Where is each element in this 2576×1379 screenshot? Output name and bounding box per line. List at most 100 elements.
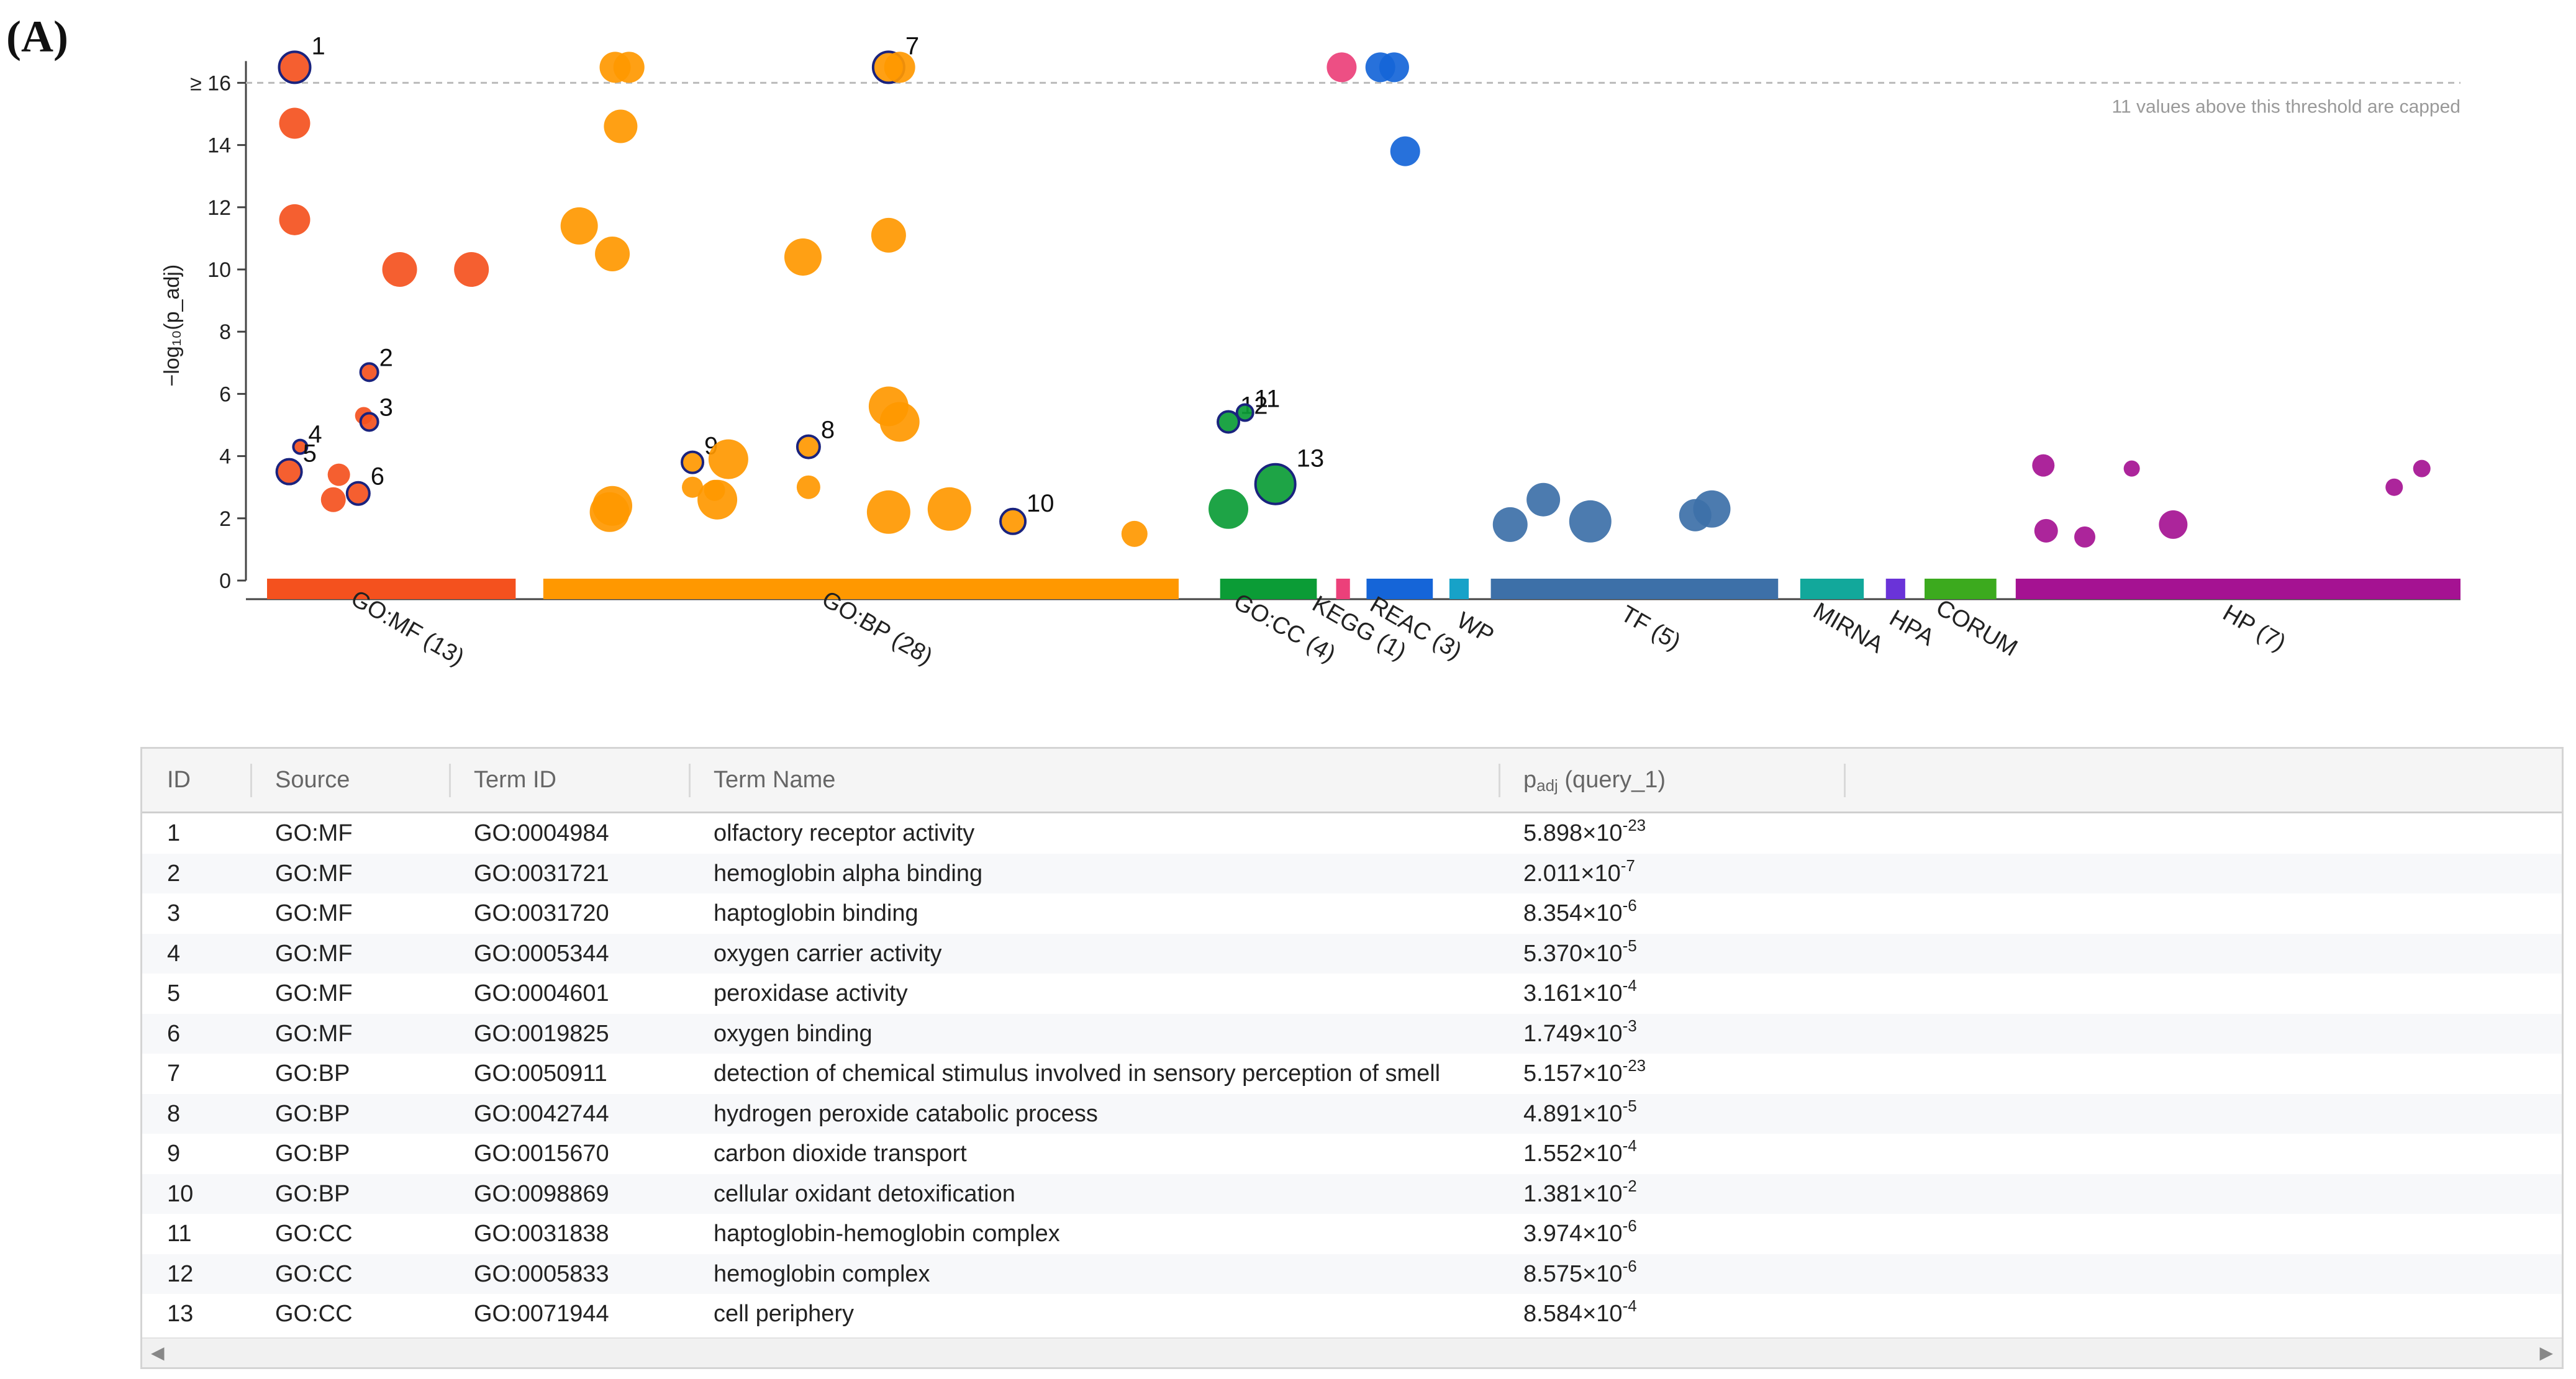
table-row[interactable]: 9 GO:BP GO:0015670 carbon dioxide transport… (142, 1134, 2562, 1174)
y-tick-label: 2 (219, 507, 231, 531)
padj-mantissa: 1.552×10 (1523, 1141, 1623, 1167)
source-bar-wp (1449, 579, 1469, 599)
cell-term-name: hemoglobin alpha binding (714, 860, 983, 887)
source-label: MIRNA (1808, 598, 1888, 659)
cell-source: GO:CC (275, 1221, 353, 1247)
scroll-right-icon[interactable]: ▶ (2539, 1343, 2553, 1362)
padj-mantissa: 1.381×10 (1523, 1180, 1623, 1207)
cell-term-name: hydrogen peroxide catabolic process (714, 1100, 1098, 1127)
cell-id: 1 (167, 820, 181, 846)
col-header-id[interactable]: ID (167, 767, 191, 793)
term-point (359, 362, 379, 382)
table-row[interactable]: 2 GO:MF GO:0031721 hemoglobin alpha binding… (142, 853, 2562, 893)
table-row[interactable]: 7 GO:BP GO:0050911 detection of chemical st… (142, 1054, 2562, 1094)
padj-p: p (1523, 767, 1537, 793)
cell-id: 12 (167, 1260, 194, 1287)
cell-id: 10 (167, 1180, 194, 1207)
col-header-padj[interactable]: padj (query_1) (1523, 749, 1666, 812)
source-bar-kegg (1336, 579, 1350, 599)
column-divider[interactable] (689, 764, 691, 797)
term-point (796, 475, 820, 499)
padj-mantissa: 3.161×10 (1523, 980, 1623, 1006)
term-point (1379, 52, 1409, 83)
cell-padj: 5.898×10-23 (1523, 813, 1646, 854)
column-divider[interactable] (1844, 764, 1846, 797)
table-row[interactable]: 11 GO:CC GO:0031838 haptoglobin-hemoglobin … (142, 1214, 2562, 1254)
table-row[interactable]: 5 GO:MF GO:0004601 peroxidase activity 3.161… (142, 974, 2562, 1014)
padj-mantissa: 3.974×10 (1523, 1221, 1623, 1247)
term-point (1209, 489, 1249, 529)
term-point (697, 479, 738, 520)
cell-source: GO:CC (275, 1260, 353, 1287)
table-row[interactable]: 13 GO:CC GO:0071944 cell periphery 8.584×10-… (142, 1294, 2562, 1334)
cell-source: GO:MF (275, 1020, 353, 1047)
padj-exponent: -23 (1622, 816, 1646, 834)
cell-source: GO:MF (275, 820, 353, 846)
cell-term-name: cellular oxidant detoxification (714, 1180, 1015, 1207)
cell-id: 4 (167, 940, 181, 967)
term-point (1569, 500, 1612, 543)
source-bar-hpa (1885, 579, 1905, 599)
column-divider[interactable] (250, 764, 252, 797)
cell-id: 3 (167, 900, 181, 926)
table-row[interactable]: 12 GO:CC GO:0005833 hemoglobin complex 8.575… (142, 1254, 2562, 1295)
cell-term-id: GO:0031721 (474, 860, 609, 887)
column-divider[interactable] (1499, 764, 1500, 797)
term-point (275, 458, 303, 486)
panel-label: (A) (6, 12, 68, 61)
table-row[interactable]: 1 GO:MF GO:0004984 olfactory receptor activ… (142, 813, 2562, 854)
padj-mantissa: 8.354×10 (1523, 900, 1623, 926)
term-point (2123, 460, 2140, 477)
cell-padj: 3.161×10-4 (1523, 974, 1637, 1014)
cell-source: GO:MF (275, 900, 353, 926)
table-row[interactable]: 6 GO:MF GO:0019825 oxygen binding 1.749×10-3 (142, 1013, 2562, 1054)
cell-id: 7 (167, 1060, 181, 1087)
term-point (2074, 526, 2096, 548)
cell-term-id: GO:0031720 (474, 900, 609, 926)
source-bar-tf (1490, 579, 1779, 599)
horizontal-scrollbar[interactable]: ◀ ▶ (142, 1337, 2562, 1367)
padj-exponent: -4 (1622, 976, 1637, 995)
cell-source: GO:MF (275, 940, 353, 967)
term-point (1121, 520, 1148, 547)
source-bar-mirna (1800, 579, 1864, 599)
cell-id: 6 (167, 1020, 181, 1047)
cell-source: GO:BP (275, 1180, 350, 1207)
table-row[interactable]: 8 GO:BP GO:0042744 hydrogen peroxide catabo… (142, 1093, 2562, 1134)
col-header-source[interactable]: Source (275, 767, 350, 793)
cell-term-name: haptoglobin binding (714, 900, 918, 926)
cell-term-name: hemoglobin complex (714, 1260, 930, 1287)
y-tick-label: 0 (219, 569, 231, 593)
table-row[interactable]: 3 GO:MF GO:0031720 haptoglobin binding 8.354… (142, 893, 2562, 934)
source-bar-reac (1366, 579, 1433, 599)
table-row[interactable]: 4 GO:MF GO:0005344 oxygen carrier activity 5… (142, 933, 2562, 974)
cell-id: 5 (167, 980, 181, 1006)
term-point (595, 236, 630, 271)
table-row[interactable]: 10 GO:BP GO:0098869 cellular oxidant detoxi… (142, 1173, 2562, 1214)
col-header-term-name[interactable]: Term Name (714, 767, 836, 793)
padj-exponent: -6 (1622, 896, 1637, 915)
term-point (866, 490, 910, 534)
term-point (1217, 410, 1241, 434)
cell-term-id: GO:0015670 (474, 1141, 609, 1167)
column-divider[interactable] (449, 764, 451, 797)
term-point (589, 492, 630, 532)
cell-padj: 1.749×10-3 (1523, 1014, 1637, 1054)
col-header-term-id[interactable]: Term ID (474, 767, 556, 793)
term-point (796, 434, 821, 459)
point-label: 13 (1297, 445, 1325, 472)
y-tick-label: 12 (207, 196, 231, 220)
y-tick-label: 10 (207, 258, 231, 282)
cell-term-id: GO:0005344 (474, 940, 609, 967)
source-label: TF (5) (1617, 601, 1685, 656)
cell-padj: 5.157×10-23 (1523, 1054, 1646, 1094)
cell-padj: 8.575×10-6 (1523, 1254, 1637, 1295)
padj-mantissa: 8.575×10 (1523, 1260, 1623, 1287)
term-point (613, 52, 645, 83)
cell-term-name: oxygen binding (714, 1020, 873, 1047)
cell-source: GO:BP (275, 1141, 350, 1167)
cell-source: GO:BP (275, 1100, 350, 1127)
scroll-left-icon[interactable]: ◀ (151, 1343, 165, 1362)
cell-padj: 3.974×10-6 (1523, 1214, 1637, 1254)
padj-mantissa: 5.370×10 (1523, 940, 1623, 967)
